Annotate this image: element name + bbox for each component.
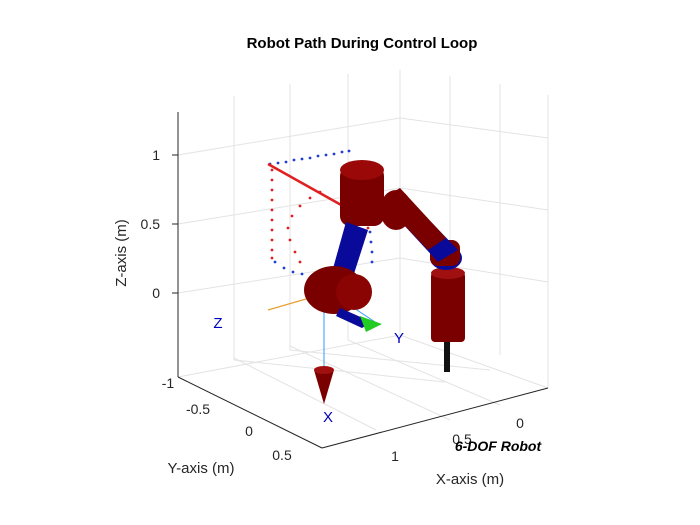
frame-label-x: X: [323, 409, 333, 426]
y-ticks: -1 -0.5 0 0.5: [162, 375, 292, 463]
z-tick-label: 0.5: [141, 216, 161, 232]
y-tick-label: -0.5: [186, 401, 210, 417]
y-tick-label: 0.5: [272, 447, 292, 463]
x-tick-label: 0: [516, 415, 524, 431]
z-axis-label: Z-axis (m): [113, 219, 130, 287]
z-ticks: 0 0.5 1: [141, 147, 178, 301]
grid-box: [177, 70, 549, 449]
chart-title: Robot Path During Control Loop: [247, 35, 478, 52]
frame-label-z: Z: [213, 315, 222, 332]
x-tick-label: 0.5: [452, 431, 472, 447]
axis-lines: [177, 112, 549, 449]
x-tick-label: 1: [391, 448, 399, 464]
x-ticks: 0 0.5 1: [391, 415, 524, 464]
robot-model: [304, 160, 465, 404]
robot-label: 6-DOF Robot: [455, 438, 543, 454]
y-tick-label: -1: [162, 375, 175, 391]
y-axis-label: Y-axis (m): [168, 460, 235, 477]
y-tick-label: 0: [245, 423, 253, 439]
frame-label-y: Y: [394, 330, 404, 347]
z-tick-label: 1: [152, 147, 160, 163]
x-axis-label: X-axis (m): [436, 471, 504, 488]
z-tick-label: 0: [152, 285, 160, 301]
